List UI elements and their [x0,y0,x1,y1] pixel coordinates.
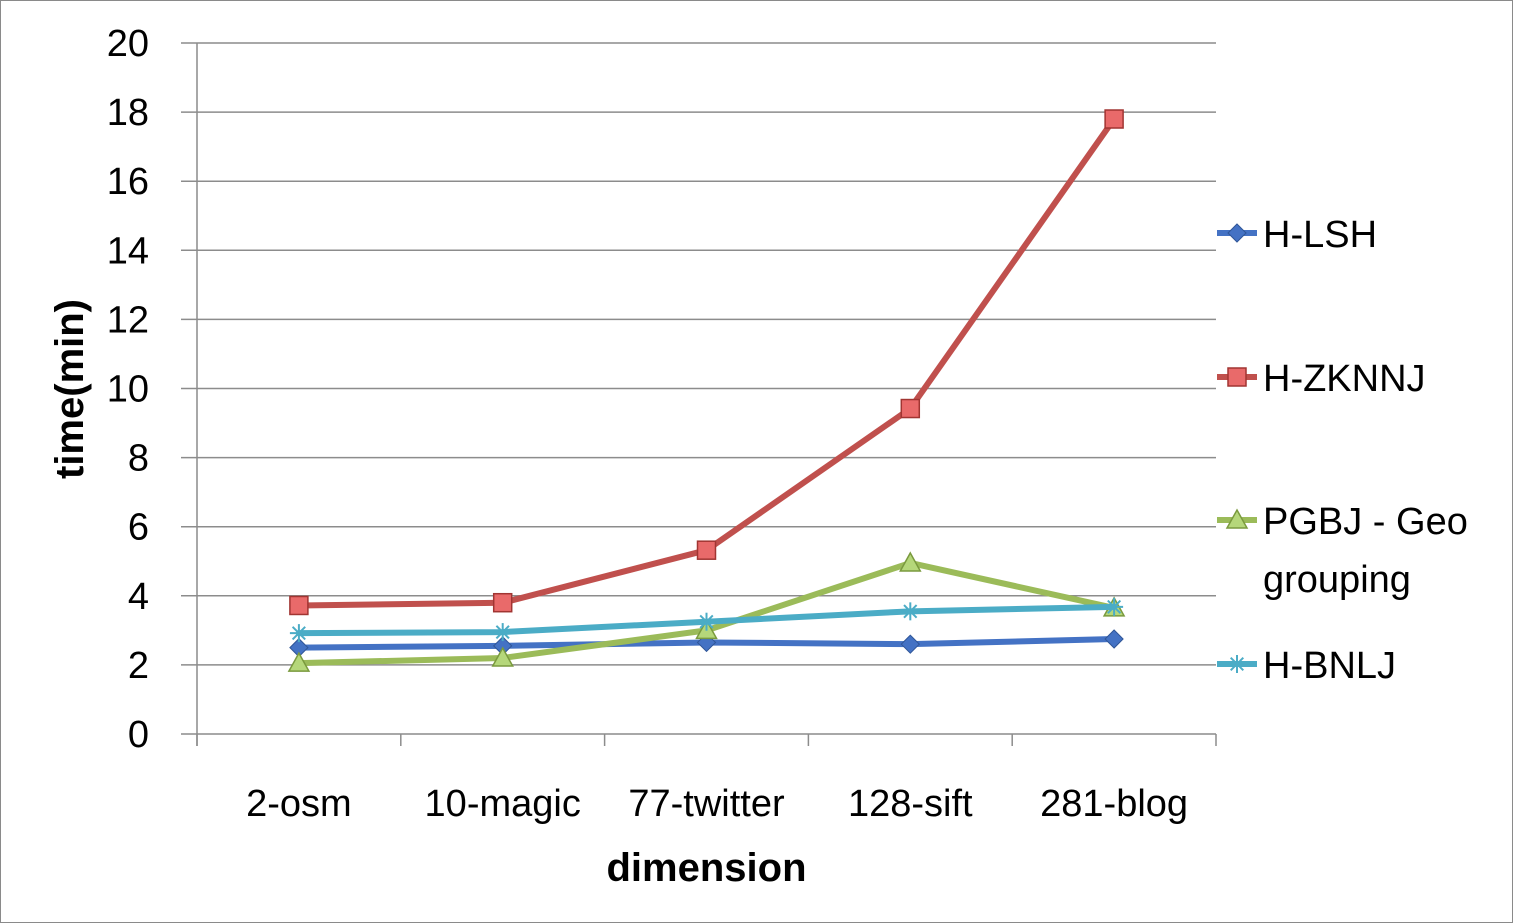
legend-item: PGBJ - Geo grouping [1217,501,1468,601]
legend-marker [1228,655,1246,673]
legend-marker [1227,223,1247,243]
data-point [901,602,920,621]
data-point [289,624,308,643]
data-point [697,612,716,631]
x-tick-label: 77-twitter [628,783,785,825]
y-tick-label: 0 [128,714,149,756]
legend-label: H-ZKNNJ [1263,358,1426,400]
y-tick-label: 8 [128,438,149,480]
x-tick-label: 10-magic [425,783,581,825]
y-tick-label: 10 [107,369,149,411]
data-point [696,540,717,560]
legend-marker [1227,367,1247,387]
legend-label: H-LSH [1263,214,1377,256]
data-point [900,398,921,419]
series-h-bnlj [289,597,1124,643]
y-tick-label: 12 [107,299,149,341]
legend-label: PGBJ - Geo [1263,501,1468,543]
y-gridlines [181,42,1216,735]
y-axis-tick-labels: 0 2 4 6 8 10 12 14 16 18 20 [107,23,149,756]
data-point [899,551,922,572]
y-axis-title: time(min) [48,299,92,479]
star-stroke [1229,656,1245,672]
data-point [491,646,514,667]
y-tick-label: 6 [128,507,149,549]
y-tick-label: 20 [107,23,149,65]
legend-label: grouping [1263,559,1411,601]
x-axis-title: dimension [606,846,806,890]
y-tick-label: 14 [107,230,149,272]
data-point [1105,597,1124,616]
data-point [492,592,513,613]
legend: H-LSH H-ZKNNJ PGBJ - Geo grouping H-BNLJ [1217,214,1468,687]
x-axis-tick-marks [196,734,1217,746]
series-h-lsh [289,629,1124,658]
x-axis-tick-labels: 2-osm 10-magic 77-twitter 128-sift 281-blog [246,783,1188,825]
legend-label: H-BNLJ [1263,645,1396,687]
x-tick-label: 2-osm [246,783,352,825]
star-stroke [699,614,714,629]
star-stroke [1107,599,1122,614]
y-tick-label: 2 [128,645,149,687]
star-stroke [291,626,306,641]
data-point [900,634,921,654]
legend-item: H-BNLJ [1217,645,1396,687]
series-h-zknnj [289,109,1124,616]
y-tick-label: 18 [107,92,149,134]
data-point [1104,109,1124,129]
data-point [289,595,309,616]
data-point [287,651,311,672]
x-tick-label: 281-blog [1040,783,1188,825]
star-stroke [903,604,918,619]
series-line [295,116,1118,609]
star-stroke [495,625,510,640]
legend-marker [1225,508,1249,529]
data-point [1104,629,1124,649]
y-tick-label: 4 [128,576,149,618]
legend-item: H-LSH [1217,214,1377,256]
data-point [493,623,512,642]
legend-item: H-ZKNNJ [1217,358,1426,400]
y-tick-label: 16 [107,161,149,203]
x-tick-label: 128-sift [848,783,973,825]
